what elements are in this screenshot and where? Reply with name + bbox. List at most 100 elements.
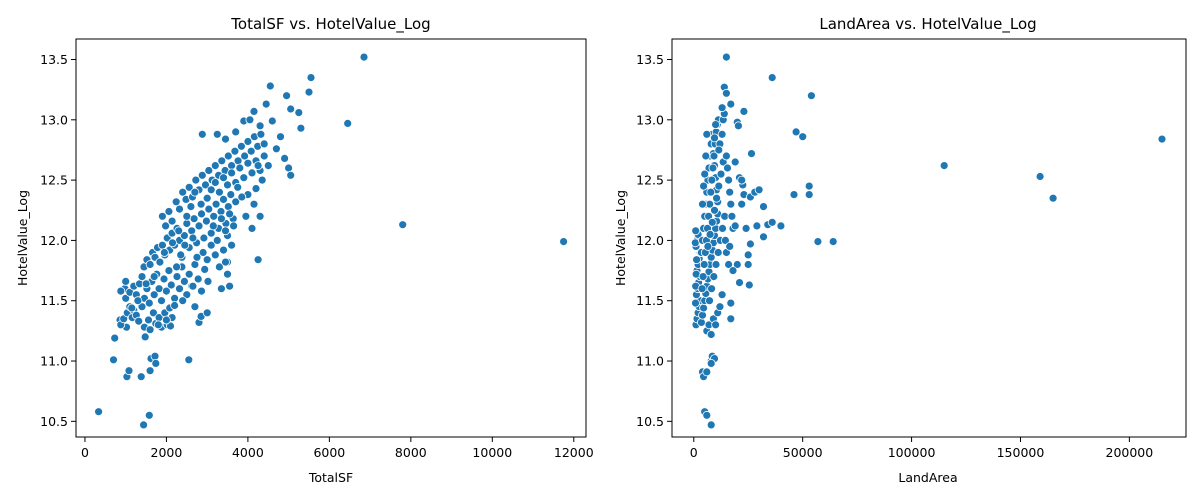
data-point	[714, 145, 724, 155]
data-point	[219, 194, 228, 204]
data-point	[223, 151, 233, 161]
data-point	[133, 296, 143, 306]
data-point	[179, 231, 189, 241]
data-point	[243, 158, 253, 168]
data-point	[744, 280, 754, 290]
data-point	[127, 303, 137, 313]
chart-title: TotalSF vs. HotelValue_Log	[230, 15, 430, 34]
data-point	[225, 281, 235, 291]
x-tick-label: 6000	[313, 445, 345, 460]
data-point	[711, 320, 720, 330]
data-point	[168, 238, 177, 248]
data-point	[223, 180, 232, 190]
data-point	[294, 108, 304, 117]
data-point	[223, 269, 232, 279]
data-point	[296, 123, 306, 133]
data-point	[161, 286, 171, 296]
data-point	[692, 255, 701, 265]
x-tick-label: 0	[81, 445, 89, 460]
data-point	[717, 290, 727, 300]
y-tick-label: 11.5	[40, 293, 68, 308]
data-point	[698, 199, 707, 209]
data-point	[145, 260, 155, 269]
data-point	[807, 91, 816, 101]
data-point	[221, 226, 230, 236]
x-axis-label: TotalSF	[308, 470, 353, 485]
data-point	[204, 166, 214, 175]
data-point	[276, 132, 285, 142]
data-point	[189, 214, 199, 224]
data-point	[743, 250, 753, 260]
y-tick-label: 10.5	[636, 414, 664, 429]
data-point	[144, 298, 154, 308]
data-point	[741, 223, 751, 233]
data-point	[212, 129, 222, 139]
y-tick-label: 13.5	[40, 52, 68, 67]
data-point	[702, 367, 712, 377]
data-point	[306, 73, 316, 82]
data-point	[398, 220, 408, 230]
data-point	[702, 410, 712, 420]
data-point	[711, 120, 720, 129]
data-point	[256, 129, 266, 139]
data-point	[282, 91, 292, 101]
data-point	[200, 264, 210, 274]
data-point	[211, 199, 221, 209]
y-tick-label: 11.5	[636, 293, 664, 308]
y-tick-label: 11.0	[636, 354, 664, 369]
data-point	[251, 184, 261, 194]
data-point	[179, 276, 189, 286]
data-point	[705, 296, 714, 306]
data-point	[170, 301, 180, 310]
data-point	[702, 129, 712, 139]
data-point	[767, 73, 777, 82]
data-point	[249, 199, 259, 209]
data-point	[161, 221, 171, 231]
data-point	[699, 260, 709, 269]
data-point	[726, 314, 736, 324]
data-point	[343, 119, 353, 128]
data-point	[212, 235, 222, 245]
y-axis-label: HotelValue_Log	[15, 190, 30, 286]
data-point	[698, 272, 708, 282]
data-point	[737, 175, 747, 185]
data-point	[178, 296, 188, 306]
data-point	[239, 173, 249, 183]
x-tick-label: 4000	[232, 445, 264, 460]
data-point	[197, 209, 206, 219]
data-point	[151, 358, 161, 368]
data-point	[210, 161, 220, 171]
data-point	[730, 221, 740, 231]
x-tick-label: 2000	[151, 445, 183, 460]
data-point	[170, 293, 180, 303]
data-point	[707, 284, 716, 294]
data-point	[223, 202, 233, 212]
data-point	[206, 228, 216, 238]
data-point	[261, 99, 271, 109]
data-point	[280, 153, 290, 163]
data-point	[182, 290, 192, 300]
data-point	[157, 211, 167, 221]
data-point	[247, 223, 257, 233]
data-point	[706, 187, 716, 197]
data-point	[697, 284, 707, 294]
data-point	[180, 240, 190, 250]
data-point	[722, 52, 731, 62]
data-point	[172, 262, 182, 272]
data-point	[1048, 193, 1058, 203]
data-point	[712, 193, 721, 203]
chart-title: LandArea vs. HotelValue_Log	[819, 15, 1036, 34]
data-point	[791, 127, 801, 137]
data-point	[186, 202, 196, 212]
data-point	[724, 260, 733, 269]
data-point	[202, 255, 212, 265]
plot-frame	[671, 38, 1187, 438]
data-point	[159, 248, 169, 257]
data-point	[174, 226, 184, 236]
data-point	[121, 293, 131, 303]
data-point	[721, 235, 730, 245]
data-point	[804, 181, 814, 191]
data-point	[304, 87, 314, 97]
data-point	[201, 180, 210, 190]
data-point	[706, 420, 716, 430]
